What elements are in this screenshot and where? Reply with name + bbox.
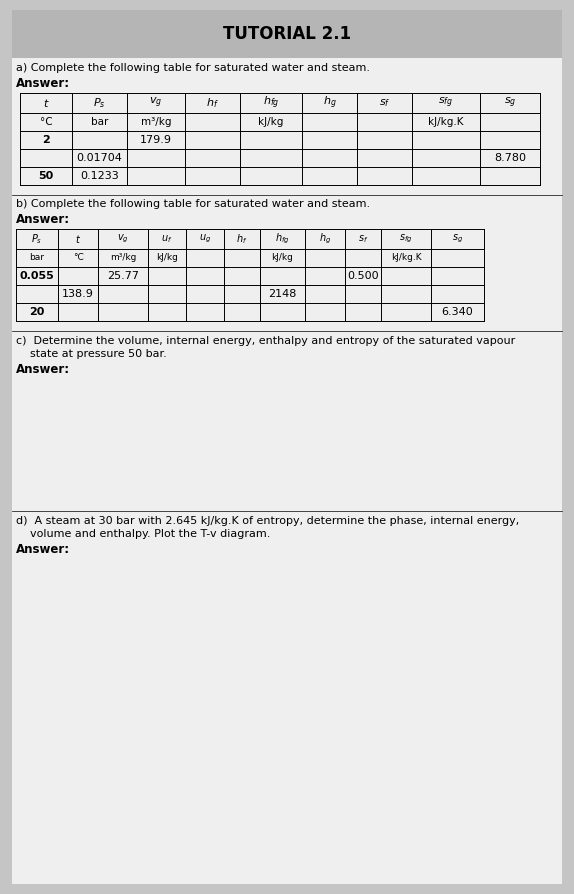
Text: 50: 50 xyxy=(38,171,53,181)
Text: $s_g$: $s_g$ xyxy=(452,232,463,245)
Text: 0.01704: 0.01704 xyxy=(76,153,122,163)
Text: $t$: $t$ xyxy=(75,233,81,245)
Text: kJ/kg: kJ/kg xyxy=(156,254,178,263)
Text: $h_g$: $h_g$ xyxy=(319,232,331,246)
Text: 0.1233: 0.1233 xyxy=(80,171,119,181)
Text: $u_f$: $u_f$ xyxy=(161,233,173,245)
Text: 8.780: 8.780 xyxy=(494,153,526,163)
Text: $h_g$: $h_g$ xyxy=(323,95,336,111)
Text: 20: 20 xyxy=(29,307,45,317)
Text: bar: bar xyxy=(29,254,45,263)
Text: $h_{fg}$: $h_{fg}$ xyxy=(275,232,290,246)
Text: bar: bar xyxy=(91,117,108,127)
Text: 138.9: 138.9 xyxy=(62,289,94,299)
Text: $h_{fg}$: $h_{fg}$ xyxy=(263,95,279,111)
Text: Answer:: Answer: xyxy=(16,77,70,90)
Text: 179.9: 179.9 xyxy=(140,135,172,145)
Text: b) Complete the following table for saturated water and steam.: b) Complete the following table for satu… xyxy=(16,199,370,209)
Text: 2: 2 xyxy=(42,135,50,145)
Text: state at pressure 50 bar.: state at pressure 50 bar. xyxy=(16,349,167,359)
Text: kJ/kg: kJ/kg xyxy=(272,254,293,263)
Text: 2148: 2148 xyxy=(268,289,297,299)
Text: kJ/kg: kJ/kg xyxy=(258,117,284,127)
Text: a) Complete the following table for saturated water and steam.: a) Complete the following table for satu… xyxy=(16,63,370,73)
Text: 25.77: 25.77 xyxy=(107,271,139,281)
Text: TUTORIAL 2.1: TUTORIAL 2.1 xyxy=(223,25,351,43)
Text: $s_f$: $s_f$ xyxy=(358,233,368,245)
Text: $s_{fg}$: $s_{fg}$ xyxy=(439,96,453,110)
Text: $u_g$: $u_g$ xyxy=(199,232,211,245)
Text: Answer:: Answer: xyxy=(16,363,70,376)
Text: c)  Determine the volume, internal energy, enthalpy and entropy of the saturated: c) Determine the volume, internal energy… xyxy=(16,336,515,346)
Text: kJ/kg.K: kJ/kg.K xyxy=(428,117,464,127)
Text: $s_g$: $s_g$ xyxy=(504,96,516,110)
Text: m³/kg: m³/kg xyxy=(141,117,171,127)
Text: °C: °C xyxy=(40,117,52,127)
Text: $h_f$: $h_f$ xyxy=(236,232,248,246)
FancyBboxPatch shape xyxy=(12,10,562,884)
Text: kJ/kg.K: kJ/kg.K xyxy=(391,254,421,263)
Text: 0.500: 0.500 xyxy=(347,271,379,281)
Text: $h_f$: $h_f$ xyxy=(206,96,219,110)
Text: d)  A steam at 30 bar with 2.645 kJ/kg.K of entropy, determine the phase, intern: d) A steam at 30 bar with 2.645 kJ/kg.K … xyxy=(16,516,519,526)
Text: °C: °C xyxy=(73,254,83,263)
Text: $P_s$: $P_s$ xyxy=(93,96,106,110)
Text: 0.055: 0.055 xyxy=(20,271,55,281)
Text: $s_{fg}$: $s_{fg}$ xyxy=(400,232,413,245)
Text: Answer:: Answer: xyxy=(16,543,70,556)
Text: $P_s$: $P_s$ xyxy=(32,232,42,246)
Text: $t$: $t$ xyxy=(42,97,49,109)
Text: $v_g$: $v_g$ xyxy=(149,96,162,110)
Text: Answer:: Answer: xyxy=(16,213,70,226)
FancyBboxPatch shape xyxy=(12,10,562,58)
Text: $v_g$: $v_g$ xyxy=(117,232,129,245)
Text: volume and enthalpy. Plot the T-v diagram.: volume and enthalpy. Plot the T-v diagra… xyxy=(16,529,270,539)
Text: $s_f$: $s_f$ xyxy=(379,97,390,109)
Text: m³/kg: m³/kg xyxy=(110,254,136,263)
Text: 6.340: 6.340 xyxy=(441,307,474,317)
